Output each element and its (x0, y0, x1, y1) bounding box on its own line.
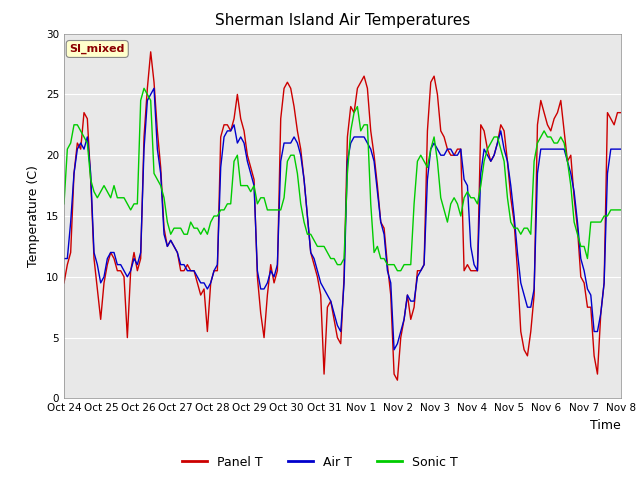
Legend: Panel T, Air T, Sonic T: Panel T, Air T, Sonic T (177, 451, 463, 474)
Title: Sherman Island Air Temperatures: Sherman Island Air Temperatures (215, 13, 470, 28)
X-axis label: Time: Time (590, 419, 621, 432)
Text: SI_mixed: SI_mixed (70, 44, 125, 54)
Y-axis label: Temperature (C): Temperature (C) (28, 165, 40, 267)
